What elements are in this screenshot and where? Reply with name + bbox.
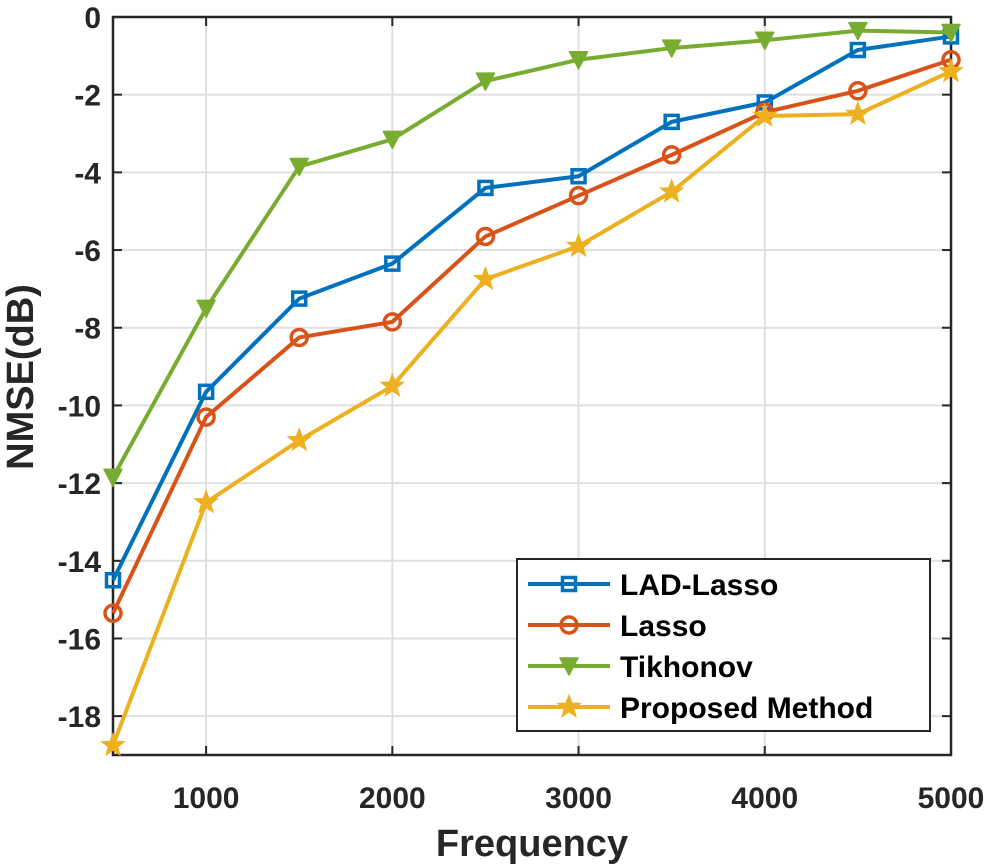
tick-labels: 1000 2000 3000 4000 5000 0 -2 -4 -6 -8 -10 -12 -14 -1… [58,2,985,815]
tikhonov-line [111,28,952,479]
lasso-point [661,145,682,165]
lad-lasso-point [384,255,401,272]
proposed-method-point [938,57,964,83]
lasso-point [196,407,216,427]
y-tick-label: -4 [74,157,101,190]
proposed-method-point [193,489,219,514]
tikhonov-point [475,72,496,91]
legend-label-proposed-method: Proposed Method [620,692,873,725]
lad-lasso-point [290,290,308,307]
lasso-point [568,185,589,206]
tikhonov-point [103,468,123,488]
series-lad-lasso [104,28,960,589]
x-axis-title: Frequency [436,823,628,865]
lad-lasso-point [849,41,867,59]
tikhonov-point [289,157,309,177]
lad-lasso-line [111,34,952,582]
legend-marker-lasso [559,615,579,635]
proposed-method-point [100,731,126,757]
series-tikhonov [103,21,961,488]
tikhonov-point [755,31,775,51]
tikhonov-point [196,299,216,319]
axes-box [111,15,953,757]
legend-label-tikhonov: Tikhonov [620,651,753,684]
legend: LAD-Lasso Lasso Tikhonov Proposed Method [516,558,931,732]
y-tick-label: -10 [58,390,101,423]
y-tick-label: -6 [74,235,101,268]
proposed-method-line [111,69,952,747]
tikhonov-point [382,130,403,150]
tikhonov-point [941,23,961,43]
x-tick-label: 2000 [359,782,426,815]
tikhonov-point [661,39,682,58]
proposed-method-point [658,178,685,203]
legend-label-lad-lasso: LAD-Lasso [620,569,778,602]
lasso-line [111,57,952,615]
legend-label-lasso: Lasso [620,610,707,643]
lad-lasso-point [570,168,587,185]
y-tick-label: -14 [58,546,102,579]
lasso-point [848,81,868,101]
proposed-method-point [286,426,313,452]
series-lasso [103,49,961,623]
lasso-point [382,312,403,332]
x-tick-label: 3000 [545,782,612,815]
data-series [100,21,964,757]
y-tick-label: -12 [58,468,101,501]
y-tick-label: -16 [58,623,101,656]
y-tick-label: -8 [74,313,101,346]
proposed-method-point [751,102,778,127]
proposed-method-point [379,372,406,397]
y-tick-label: -18 [58,701,101,734]
proposed-method-point [565,232,592,258]
x-tick-label: 1000 [173,782,240,815]
tikhonov-point [848,21,868,41]
y-axis-title: NMSE(dB) [0,284,42,470]
legend-box [516,558,931,732]
legend-marker-lad-lasso [560,575,578,593]
x-tick-label: 5000 [918,782,985,815]
legend-marker-tikhonov [559,657,579,676]
lad-lasso-point [663,113,680,131]
x-tick-label: 4000 [731,782,798,815]
axes [111,15,953,757]
lasso-point [103,603,123,623]
lad-lasso-point [477,179,494,197]
proposed-method-point [845,100,871,125]
lad-lasso-point [197,383,215,401]
proposed-method-point [472,265,499,291]
tikhonov-point [568,50,589,70]
lasso-point [475,226,496,247]
y-tick-label: 0 [84,2,101,35]
lasso-point [289,327,309,348]
y-tick-label: -2 [74,80,101,113]
lad-lasso-point [104,571,122,589]
legend-marker-proposed-method [556,693,582,718]
series-proposed-method [100,57,964,757]
